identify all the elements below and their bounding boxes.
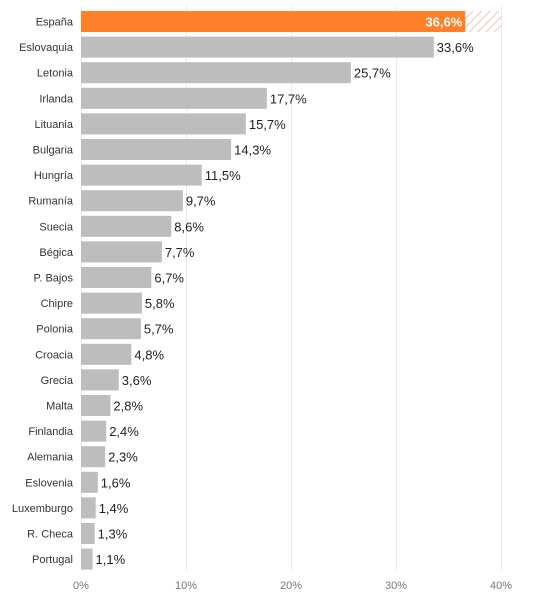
category-label: Portugal: [32, 554, 73, 566]
x-tick-label: 20%: [280, 580, 302, 592]
category-label: P. Bajos: [33, 273, 73, 285]
category-label: Chipre: [41, 298, 73, 310]
category-label: R. Checa: [27, 529, 74, 541]
category-label: Alemania: [27, 452, 74, 464]
value-label: 1,4%: [99, 501, 129, 516]
value-label: 2,3%: [108, 450, 138, 465]
value-label: 33,6%: [437, 40, 474, 55]
category-label: Eslovaquia: [19, 42, 74, 54]
bar: [81, 369, 119, 391]
bar: [81, 446, 106, 468]
x-tick-label: 40%: [490, 580, 512, 592]
value-label: 1,3%: [98, 527, 128, 542]
bars: [81, 11, 501, 570]
category-label: Letonia: [37, 68, 74, 80]
x-tick-label: 30%: [385, 580, 407, 592]
category-label: Polonia: [36, 324, 74, 336]
value-label: 1,1%: [96, 552, 126, 567]
bar-remainder-hatch: [465, 11, 501, 32]
category-label: Bégica: [39, 247, 74, 259]
bar: [81, 395, 111, 416]
value-label: 9,7%: [186, 194, 216, 209]
bar: [81, 113, 246, 135]
value-label: 1,6%: [101, 475, 131, 490]
value-label: 5,7%: [144, 322, 174, 337]
category-label: Rumanía: [28, 196, 74, 208]
category-label: Grecia: [41, 375, 74, 387]
value-label: 8,6%: [174, 219, 204, 234]
bar: [81, 343, 132, 365]
bar: [81, 215, 172, 237]
category-label: Croacia: [35, 349, 74, 361]
category-label: Suecia: [39, 221, 74, 233]
bar: [81, 139, 232, 160]
value-label: 25,7%: [354, 66, 391, 81]
bar: [81, 87, 267, 109]
bar: [81, 241, 162, 263]
category-label: Malta: [46, 401, 74, 413]
bar: [81, 523, 95, 544]
x-axis-ticks: 0% 10% 20% 30% 40%: [73, 580, 512, 592]
value-label: 6,7%: [154, 271, 184, 286]
category-label: Eslovenia: [25, 477, 74, 489]
bar: [81, 497, 96, 519]
x-tick-label: 0%: [73, 580, 89, 592]
category-label: Irlanda: [39, 93, 74, 105]
value-label: 11,5%: [205, 168, 241, 183]
bar: [81, 190, 183, 212]
category-label: Luxemburgo: [12, 503, 73, 515]
category-label: Lituania: [34, 119, 73, 131]
value-label: 4,8%: [134, 347, 164, 362]
bar: [81, 318, 141, 340]
bar: [81, 420, 107, 442]
value-label: 7,7%: [165, 245, 195, 260]
value-label: 2,4%: [109, 424, 139, 439]
bar: [81, 62, 351, 84]
category-label: Hungría: [34, 170, 74, 182]
value-label: 5,8%: [145, 296, 175, 311]
labels: España 36,6% Eslovaquia 33,6% Letonia 25,7% Ir…: [12, 15, 474, 568]
category-label: Finlandia: [28, 426, 74, 438]
x-tick-label: 10%: [175, 580, 197, 592]
value-label: 36,6%: [425, 15, 462, 30]
bar: [81, 267, 152, 288]
value-label: 2,8%: [113, 399, 143, 414]
value-label: 14,3%: [234, 143, 271, 158]
bar: [81, 11, 466, 32]
bar: [81, 471, 98, 493]
value-label: 3,6%: [122, 373, 152, 388]
category-label: Bulgaria: [33, 145, 74, 157]
bar: [81, 164, 202, 186]
bar: [81, 36, 434, 58]
category-label: España: [36, 17, 74, 29]
bar: [81, 292, 142, 314]
value-label: 17,7%: [270, 91, 307, 106]
bar: [81, 548, 93, 570]
value-label: 15,7%: [249, 117, 286, 132]
